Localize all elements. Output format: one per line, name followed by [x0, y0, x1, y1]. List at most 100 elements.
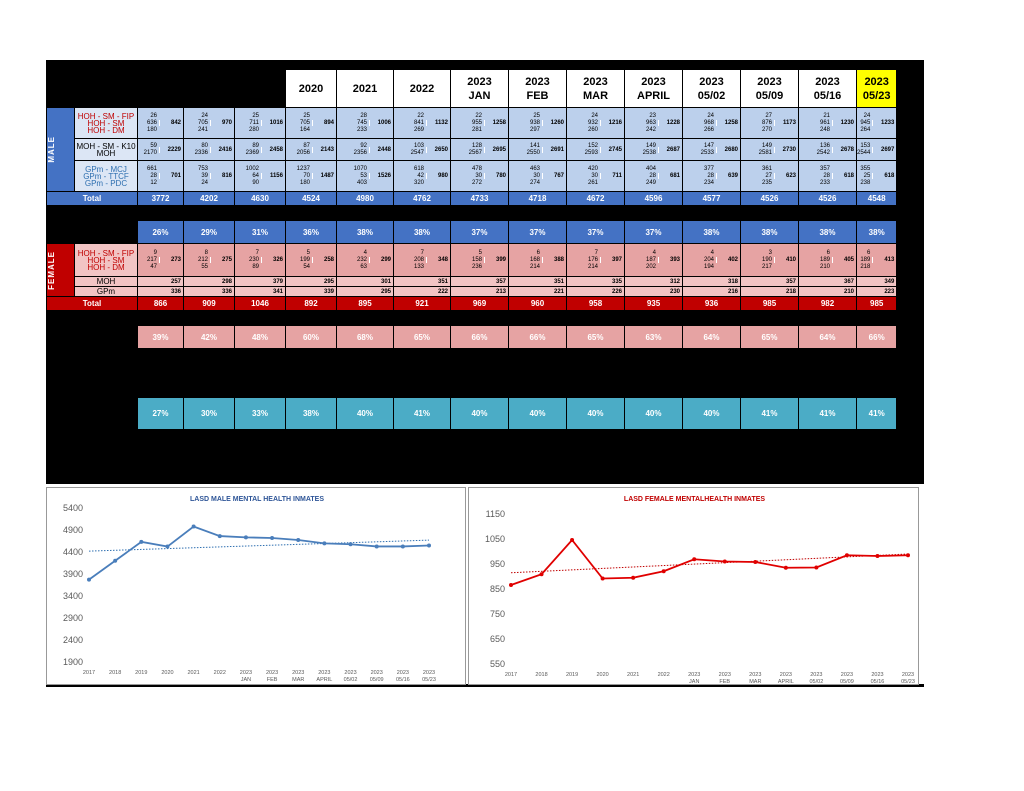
female-value: 357 — [450, 276, 509, 287]
grouped-cell: 128 2567 2695 — [450, 138, 509, 161]
x-tick-label: 2022 — [214, 670, 226, 676]
combined-value: 5702 — [450, 356, 509, 382]
male-g3-labels: GPm - MCJ GPm - TTCF GPm - PDC — [74, 160, 138, 192]
value: 367 — [843, 278, 854, 285]
male-pct: 26% — [137, 220, 184, 244]
female-pct-label: % OF FEMALE Mental Health Population — [46, 325, 138, 349]
female-division: 1525 — [798, 310, 857, 326]
female-g1-labels: HOH - SM - FIP HOH - SM HOH - DM — [74, 243, 138, 277]
male-pct: 31% — [234, 220, 286, 244]
pct-mh-value: 41% — [393, 397, 451, 430]
sub-value: 264 — [860, 126, 871, 133]
data-point — [661, 569, 666, 574]
header-blank-3 — [183, 69, 235, 108]
sub-value: 963 — [645, 119, 656, 126]
sub-value: 28 — [823, 172, 830, 179]
adip-value: 14212 — [285, 381, 337, 398]
sub-value: 54 — [303, 263, 310, 270]
value: 295 — [380, 288, 391, 295]
y-tick-label: 4400 — [63, 547, 83, 557]
x-tick-label: 2023 APRIL — [316, 670, 332, 683]
value: 351 — [437, 278, 448, 285]
column-header: 2023 APRIL — [624, 69, 683, 108]
male-pct: 37% — [508, 220, 567, 244]
female-total: 936 — [682, 296, 741, 311]
adip-value: 13343 — [855, 381, 898, 398]
data-point — [113, 558, 118, 563]
sub-value: 1070 — [353, 165, 367, 172]
x-tick-label: 2021 — [187, 670, 199, 676]
sub-value: 30 — [533, 172, 540, 179]
sub-value: 361 — [761, 165, 772, 172]
value: 218 — [785, 288, 796, 295]
sub-value: 212 — [197, 256, 208, 263]
data-point — [844, 553, 849, 558]
sub-value: 189 — [860, 256, 871, 263]
value: 216 — [727, 288, 738, 295]
data-point — [692, 557, 697, 562]
grouped-cell: 89 2369 2458 — [234, 138, 286, 161]
sub-value: 30 — [591, 172, 598, 179]
male-total: 4577 — [682, 191, 741, 206]
female-division: 1502 — [855, 310, 898, 326]
female-pct: 65% — [566, 325, 625, 349]
grouped-cell: 377 28 234 639 — [682, 160, 741, 192]
grouped-cell: 7 230 89 326 — [234, 243, 286, 277]
grouped-cell: 24 932 260 1216 — [566, 107, 625, 139]
series-line — [88, 525, 430, 581]
group-sum: 348 — [426, 257, 450, 263]
sub-value: 164 — [299, 126, 310, 133]
sub-value: 217 — [761, 263, 772, 270]
x-tick-label: 2023 05/02 — [344, 670, 358, 683]
sub-value: 238 — [860, 179, 871, 186]
sub-value: 261 — [587, 179, 598, 186]
pct-mh-label: % of Mental Health Population — [46, 397, 138, 430]
sub-value: 745 — [356, 119, 367, 126]
pct-mh-value: 27% — [137, 397, 184, 430]
sub-value: 64 — [252, 172, 259, 179]
female-value: 213 — [450, 286, 509, 297]
data-point — [243, 535, 248, 540]
group-sum: 639 — [716, 173, 740, 179]
pct-mh-value: 40% — [508, 397, 567, 430]
combined-value: 5111 — [183, 356, 235, 382]
group-sum: 2416 — [210, 146, 234, 153]
value: 336 — [221, 288, 232, 295]
combined-value: 5531 — [624, 356, 683, 382]
grouped-cell: 25 938 297 1260 — [508, 107, 567, 139]
sub-value: 180 — [146, 126, 157, 133]
sub-value: 70 — [303, 172, 310, 179]
sub-value: 1002 — [245, 165, 259, 172]
sub-value: 478 — [471, 165, 482, 172]
adip-value: 14294 — [508, 381, 567, 398]
sub-value: 92 — [360, 142, 367, 149]
column-header: 2023 MAR — [566, 69, 625, 108]
pct-mh-value: 38% — [285, 397, 337, 430]
grouped-cell: 149 2581 2730 — [740, 138, 799, 161]
sub-value: 28 — [707, 172, 714, 179]
y-tick-label: 550 — [490, 659, 505, 669]
value: 295 — [323, 278, 334, 285]
sub-value: 26 — [150, 112, 157, 119]
female-division: 1469 — [682, 310, 741, 326]
female-chart-svg: LASD FEMALE MENTALHEALTH INMATES 550 650 75… — [485, 496, 915, 685]
sub-value: 753 — [197, 165, 208, 172]
pct-mh-value: 41% — [855, 397, 898, 430]
sub-value: 28 — [360, 112, 367, 119]
value: 221 — [553, 288, 564, 295]
group-sum: 402 — [716, 257, 740, 263]
x-tick-label: 2023 JAN — [688, 672, 700, 685]
row-label: MOH - SM - K10 — [76, 141, 136, 151]
group-sum: 2650 — [426, 146, 450, 153]
adip-value: 13632 — [682, 381, 741, 398]
sub-value: 208 — [413, 256, 424, 263]
female-value: 367 — [798, 276, 857, 287]
x-tick-label: 2020 — [596, 672, 608, 678]
female-value: 312 — [624, 276, 683, 287]
group-sum: 388 — [542, 257, 566, 263]
female-pct: 66% — [450, 325, 509, 349]
female-value: 336 — [137, 286, 184, 297]
grouped-cell: 6 168 214 388 — [508, 243, 567, 277]
male-pct: 38% — [740, 220, 799, 244]
